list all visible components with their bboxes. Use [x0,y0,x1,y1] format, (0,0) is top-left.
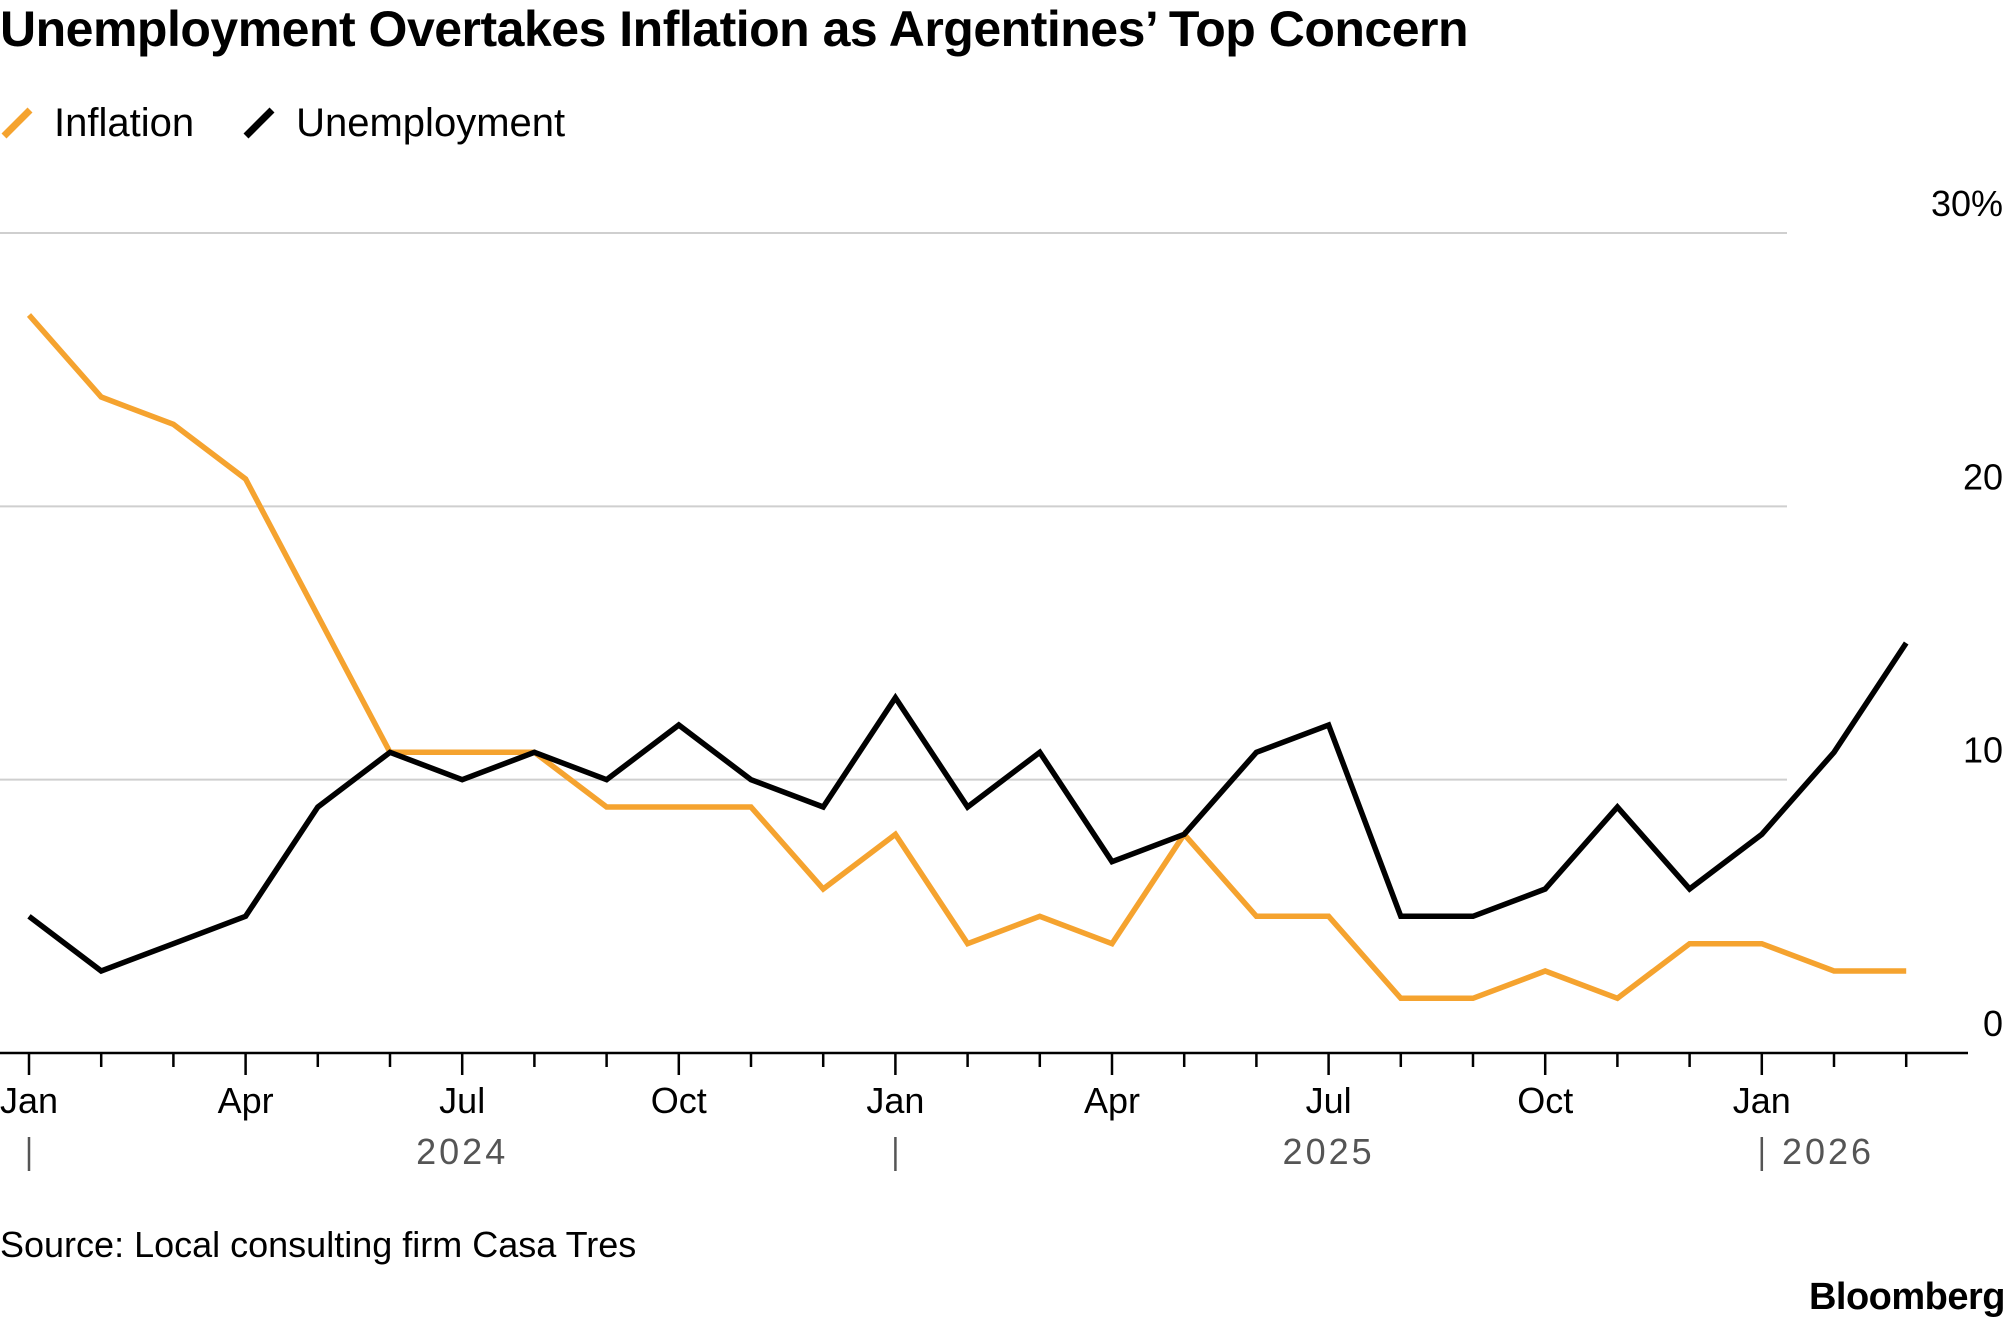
x-tick-label: Oct [651,1080,707,1121]
source-note: Source: Local consulting firm Casa Tres [0,1224,637,1265]
year-label: 2025 [1283,1131,1375,1172]
x-tick-label: Jan [866,1080,924,1121]
y-tick-label: 0 [1983,1003,2003,1044]
legend-label-inflation: Inflation [54,100,195,145]
legend-swatch-inflation [1,107,33,139]
x-tick-label: Oct [1517,1080,1573,1121]
year-label: 2026 [1782,1131,1874,1172]
y-tick-label: 30% [1931,183,2003,224]
inflation-line [26,313,1907,1002]
x-tick-label: Jan [0,1080,58,1121]
x-tick-label: Jul [1306,1080,1352,1121]
chart-title: Unemployment Overtakes Inflation as Arge… [0,1,1469,57]
bloomberg-logo: Bloomberg [1808,1276,2005,1318]
unemployment-line [27,641,1909,975]
legend: Inflation Unemployment [0,98,613,148]
x-tick-label: Jan [1733,1080,1791,1121]
legend-item-inflation: Inflation [0,101,194,146]
legend-swatch-unemployment [243,107,275,139]
x-tick-label: Apr [218,1080,274,1121]
x-tick-label: Jul [439,1080,485,1121]
y-tick-label: 20 [1963,456,2003,497]
legend-item-unemployment: Unemployment [242,101,565,146]
y-tick-label: 10 [1963,730,2003,771]
year-label: 2024 [416,1131,508,1172]
legend-label-unemployment: Unemployment [296,100,566,145]
x-tick-label: Apr [1084,1080,1140,1121]
